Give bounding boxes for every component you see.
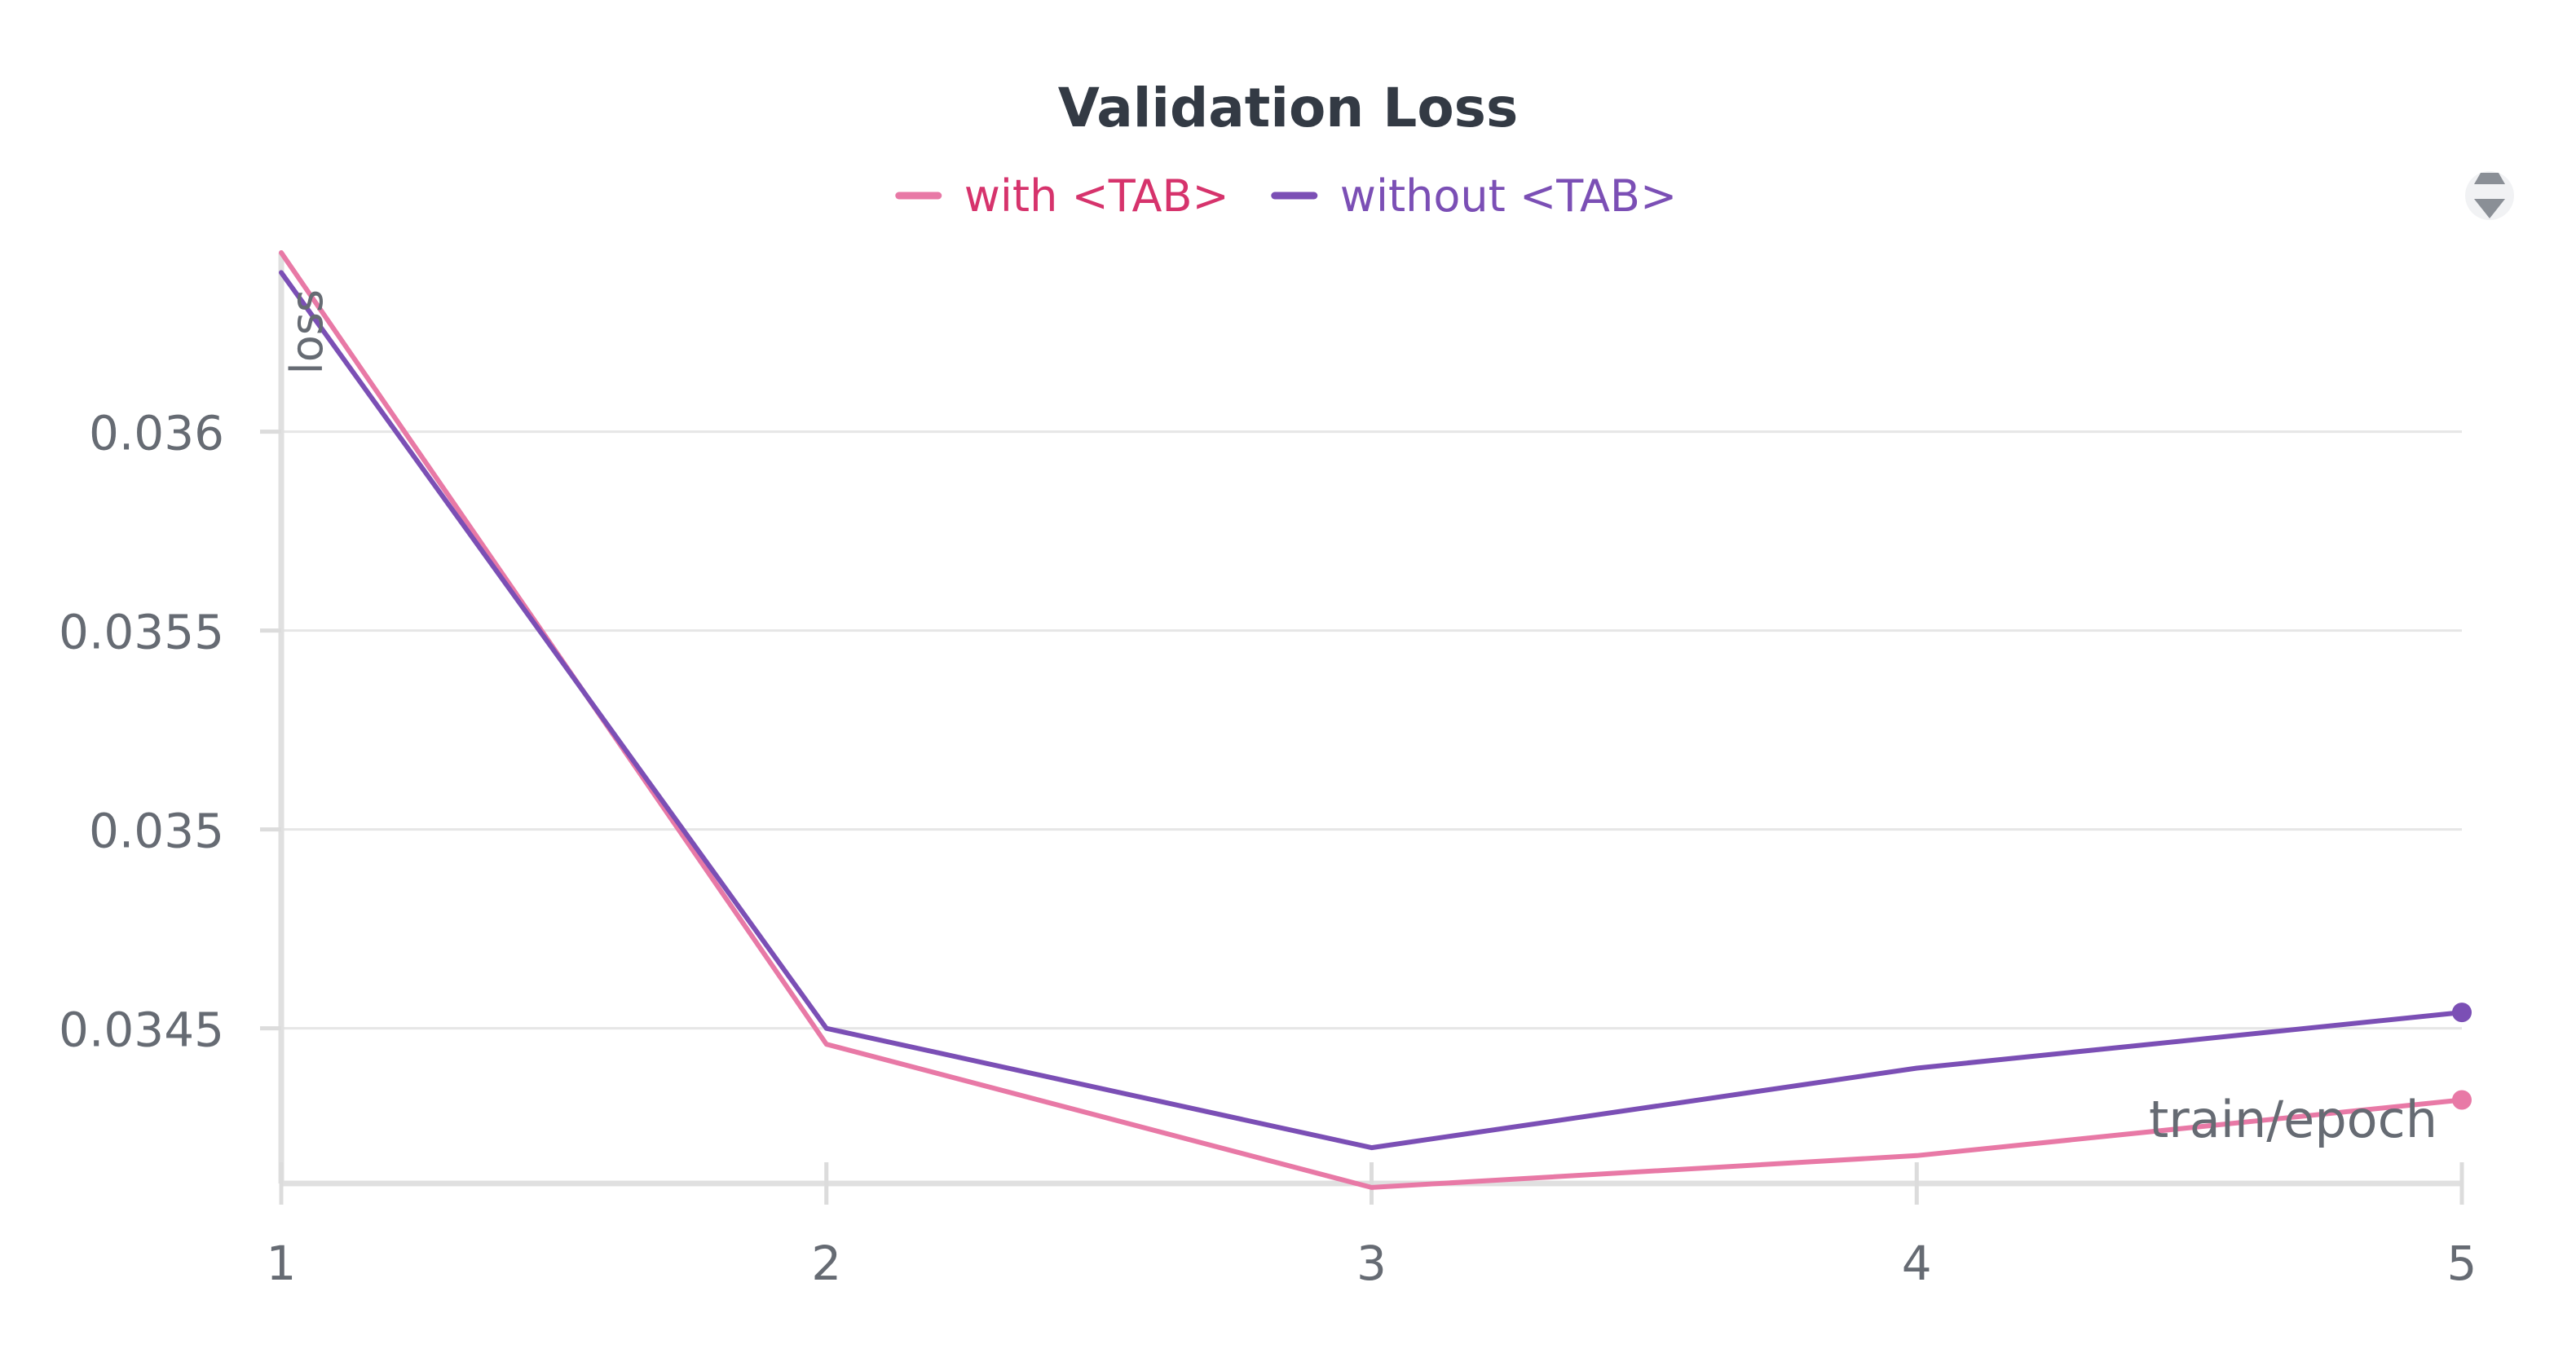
series-end-point-2 bbox=[2452, 1003, 2472, 1023]
legend-label: with <TAB> bbox=[964, 170, 1229, 222]
y-tick-label: 0.0355 bbox=[59, 605, 224, 660]
x-axis-label: train/epoch bbox=[2149, 1090, 2437, 1149]
x-tick-label: 4 bbox=[1902, 1236, 1932, 1291]
x-tick-label: 1 bbox=[267, 1236, 297, 1291]
y-tick-label: 0.0345 bbox=[59, 1003, 224, 1058]
x-axis-ticks: 1 2 3 4 5 bbox=[267, 1162, 2477, 1291]
y-axis-ticks: 0.0345 0.035 0.0355 0.036 bbox=[59, 406, 281, 1058]
grid-lines bbox=[281, 430, 2462, 1030]
y-axis-label: loss bbox=[281, 289, 333, 374]
x-tick-label: 2 bbox=[811, 1236, 841, 1291]
legend: with <TAB> without <TAB> bbox=[895, 170, 1677, 222]
scroll-handle-icon[interactable] bbox=[2465, 171, 2514, 220]
x-tick-label: 3 bbox=[1356, 1236, 1387, 1291]
chart-title: Validation Loss bbox=[1058, 77, 1518, 139]
y-tick-label: 0.035 bbox=[89, 804, 224, 859]
y-tick-label: 0.036 bbox=[89, 406, 224, 461]
legend-label: without <TAB> bbox=[1340, 170, 1677, 222]
series-lines bbox=[279, 250, 2472, 1190]
series-line-2 bbox=[279, 270, 2464, 1151]
series-end-point-1 bbox=[2452, 1090, 2472, 1110]
x-tick-label: 5 bbox=[2447, 1236, 2477, 1291]
